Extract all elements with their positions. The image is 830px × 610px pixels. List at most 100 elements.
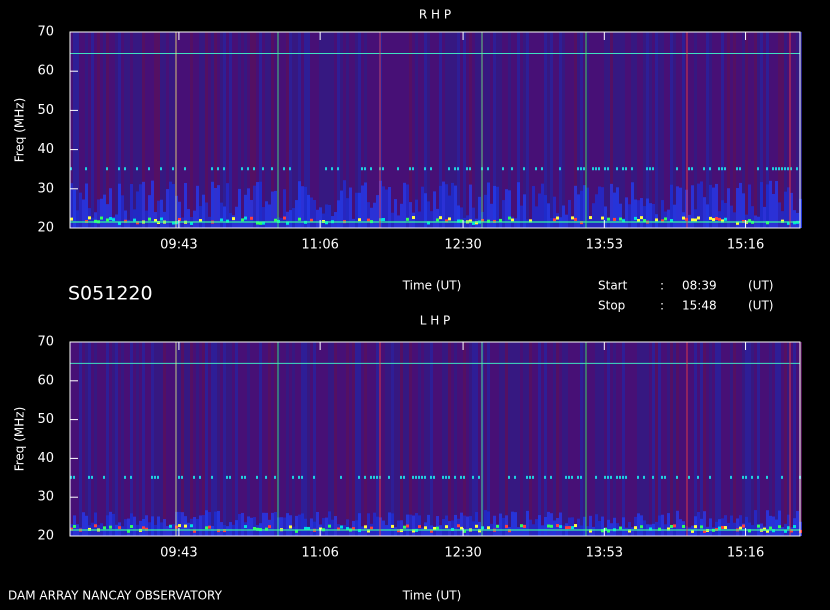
texture bbox=[229, 32, 232, 228]
panel-title: L H P bbox=[420, 314, 451, 328]
low-band bbox=[127, 518, 130, 536]
low-band bbox=[331, 519, 334, 536]
burst bbox=[508, 216, 511, 220]
texture bbox=[568, 32, 571, 228]
low-band bbox=[676, 186, 679, 228]
band-36 bbox=[211, 167, 213, 171]
burst bbox=[574, 524, 577, 528]
burst bbox=[673, 524, 676, 528]
texture bbox=[124, 32, 127, 228]
band-36 bbox=[652, 167, 654, 171]
low-band bbox=[328, 204, 331, 228]
band-36 bbox=[457, 167, 459, 171]
texture bbox=[409, 32, 412, 228]
low-band bbox=[769, 515, 772, 536]
texture bbox=[346, 32, 349, 228]
low-band bbox=[523, 194, 526, 228]
texture bbox=[226, 32, 229, 228]
band-20 bbox=[70, 221, 800, 223]
texture bbox=[430, 32, 433, 228]
low-band bbox=[430, 211, 433, 228]
texture bbox=[343, 342, 346, 536]
low-band bbox=[478, 521, 481, 536]
low-band bbox=[337, 200, 340, 228]
low-band bbox=[361, 526, 364, 536]
low-band bbox=[703, 511, 706, 536]
burst bbox=[406, 217, 409, 221]
low-band bbox=[739, 182, 742, 228]
low-band bbox=[145, 515, 148, 536]
texture bbox=[703, 32, 706, 228]
texture bbox=[274, 32, 277, 228]
low-band bbox=[391, 212, 394, 228]
texture bbox=[562, 32, 565, 228]
low-band bbox=[367, 513, 370, 536]
low-band bbox=[262, 207, 265, 228]
low-band bbox=[433, 526, 436, 536]
low-band bbox=[715, 183, 718, 228]
low-band bbox=[217, 185, 220, 228]
stop-label: Stop bbox=[598, 299, 625, 313]
y-tick-label: 40 bbox=[37, 142, 54, 157]
texture bbox=[466, 342, 469, 536]
x-axis-label: Time (UT) bbox=[402, 589, 462, 603]
texture bbox=[286, 32, 289, 228]
texture bbox=[406, 32, 409, 228]
texture bbox=[694, 32, 697, 228]
texture bbox=[151, 32, 154, 228]
low-band bbox=[517, 527, 520, 536]
texture bbox=[199, 32, 202, 228]
texture bbox=[262, 32, 265, 228]
burst bbox=[328, 524, 331, 528]
low-band bbox=[199, 206, 202, 228]
texture bbox=[616, 32, 619, 228]
texture bbox=[232, 342, 235, 536]
band-36 bbox=[745, 475, 747, 479]
texture bbox=[139, 32, 142, 228]
texture bbox=[562, 342, 565, 536]
band-36 bbox=[724, 167, 726, 171]
burst bbox=[190, 524, 193, 528]
texture bbox=[400, 342, 403, 536]
footer: DAM ARRAY NANCAY OBSERVATORY bbox=[8, 589, 223, 603]
low-band bbox=[529, 519, 532, 536]
y-tick-label: 60 bbox=[37, 64, 54, 79]
texture bbox=[73, 32, 76, 228]
texture bbox=[745, 32, 748, 228]
band-36 bbox=[298, 475, 300, 479]
band-36 bbox=[772, 167, 774, 171]
low-band bbox=[649, 203, 652, 228]
band-36 bbox=[607, 475, 609, 479]
low-band bbox=[82, 199, 85, 228]
texture bbox=[691, 342, 694, 536]
texture bbox=[409, 342, 412, 536]
x-tick-label: 11:06 bbox=[301, 238, 338, 253]
texture bbox=[469, 32, 472, 228]
texture bbox=[244, 32, 247, 228]
band-36 bbox=[583, 167, 585, 171]
texture bbox=[406, 342, 409, 536]
texture bbox=[145, 342, 148, 536]
band-36 bbox=[130, 475, 132, 479]
burst bbox=[289, 525, 292, 529]
texture bbox=[259, 32, 262, 228]
low-band bbox=[781, 527, 784, 536]
texture bbox=[301, 32, 304, 228]
low-band bbox=[580, 190, 583, 228]
texture bbox=[697, 342, 700, 536]
texture bbox=[523, 342, 526, 536]
band-36 bbox=[415, 475, 417, 479]
texture bbox=[589, 32, 592, 228]
texture bbox=[112, 32, 115, 228]
y-tick-label: 30 bbox=[37, 181, 54, 196]
burst bbox=[589, 529, 592, 533]
low-band bbox=[301, 513, 304, 536]
band-36 bbox=[364, 167, 366, 171]
texture bbox=[631, 342, 634, 536]
texture bbox=[97, 32, 100, 228]
low-band bbox=[679, 519, 682, 536]
low-band bbox=[148, 195, 151, 228]
texture bbox=[793, 32, 796, 228]
texture bbox=[715, 32, 718, 228]
band-36 bbox=[535, 167, 537, 171]
